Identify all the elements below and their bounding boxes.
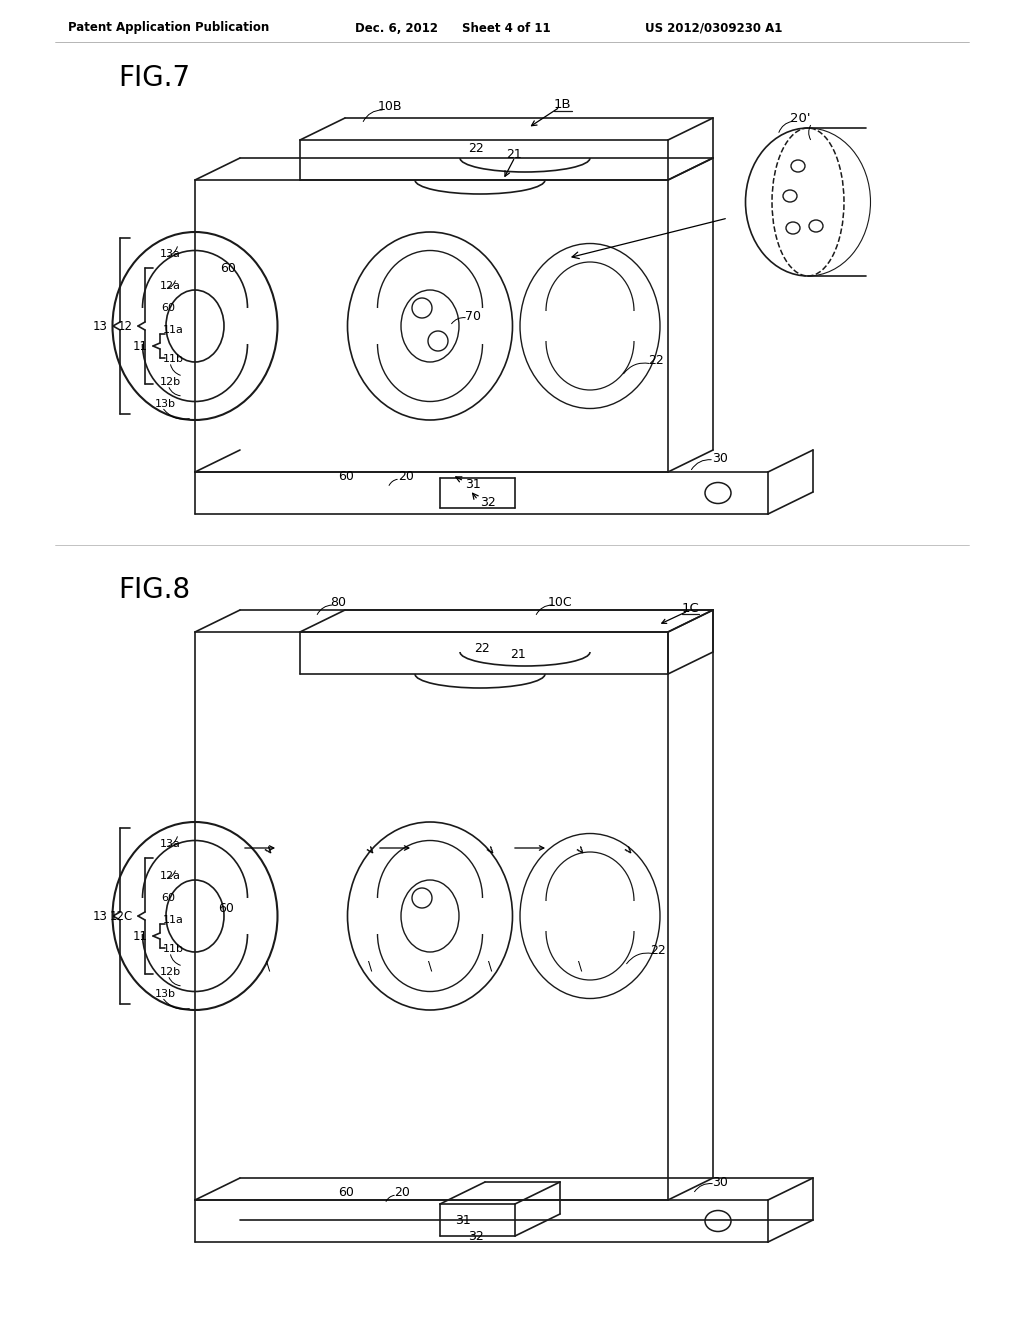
Text: >: > xyxy=(622,845,635,858)
Text: >: > xyxy=(622,845,635,857)
Text: 80: 80 xyxy=(330,595,346,609)
Text: >: > xyxy=(261,845,274,857)
Text: Dec. 6, 2012: Dec. 6, 2012 xyxy=(355,21,438,34)
Text: 12a: 12a xyxy=(160,871,181,880)
Text: 31: 31 xyxy=(455,1213,471,1226)
Text: 70: 70 xyxy=(465,309,481,322)
Text: 13: 13 xyxy=(93,909,108,923)
Text: 12C: 12C xyxy=(110,909,133,923)
Text: Sheet 4 of 11: Sheet 4 of 11 xyxy=(462,21,551,34)
Text: 10C: 10C xyxy=(548,595,572,609)
Text: 21: 21 xyxy=(510,648,525,660)
Text: 12b: 12b xyxy=(160,968,181,977)
Text: 20: 20 xyxy=(398,470,414,483)
Text: 21: 21 xyxy=(506,148,522,161)
Text: 22: 22 xyxy=(650,945,666,957)
Text: 60: 60 xyxy=(161,304,175,313)
Text: 11b: 11b xyxy=(163,354,184,364)
Text: \: \ xyxy=(578,960,582,973)
Text: 10B: 10B xyxy=(378,100,402,114)
Text: 13b: 13b xyxy=(155,989,176,999)
Text: 11: 11 xyxy=(133,339,148,352)
Text: >: > xyxy=(573,845,587,858)
Text: 22: 22 xyxy=(474,642,489,655)
Text: 20': 20' xyxy=(790,111,811,124)
Text: 60: 60 xyxy=(338,1185,354,1199)
Text: \: \ xyxy=(487,960,493,973)
Text: >: > xyxy=(573,845,587,857)
Text: 1C: 1C xyxy=(682,602,699,615)
Text: 20: 20 xyxy=(394,1185,410,1199)
Text: 22: 22 xyxy=(468,141,483,154)
Text: 13a: 13a xyxy=(160,840,181,849)
Text: 11a: 11a xyxy=(163,325,184,335)
Text: 11: 11 xyxy=(133,929,148,942)
Text: 13a: 13a xyxy=(160,249,181,259)
Text: \: \ xyxy=(368,960,372,973)
Text: 11a: 11a xyxy=(163,915,184,925)
Text: 60: 60 xyxy=(220,261,236,275)
Text: 60: 60 xyxy=(338,470,354,483)
Text: >: > xyxy=(261,845,274,858)
Text: 22: 22 xyxy=(648,355,664,367)
Text: 31: 31 xyxy=(465,478,480,491)
Text: \: \ xyxy=(428,960,432,973)
Text: 60: 60 xyxy=(218,902,233,915)
Text: >: > xyxy=(364,845,377,858)
Text: 12: 12 xyxy=(118,319,133,333)
Text: >: > xyxy=(483,845,497,857)
Text: 11b: 11b xyxy=(163,944,184,954)
Text: 32: 32 xyxy=(480,496,496,510)
Text: 60: 60 xyxy=(161,894,175,903)
Text: 12a: 12a xyxy=(160,281,181,290)
Text: FIG.8: FIG.8 xyxy=(118,576,190,605)
Text: 1B: 1B xyxy=(554,98,571,111)
Text: FIG.7: FIG.7 xyxy=(118,63,190,92)
Text: 13: 13 xyxy=(93,319,108,333)
Text: >: > xyxy=(483,845,497,858)
Text: >: > xyxy=(364,845,377,857)
Text: 13b: 13b xyxy=(155,399,176,409)
Text: \: \ xyxy=(266,960,270,973)
Text: 12b: 12b xyxy=(160,378,181,387)
Text: 32: 32 xyxy=(468,1229,483,1242)
Text: Patent Application Publication: Patent Application Publication xyxy=(68,21,269,34)
Text: 30: 30 xyxy=(712,1176,728,1188)
Text: US 2012/0309230 A1: US 2012/0309230 A1 xyxy=(645,21,782,34)
Text: 30: 30 xyxy=(712,451,728,465)
